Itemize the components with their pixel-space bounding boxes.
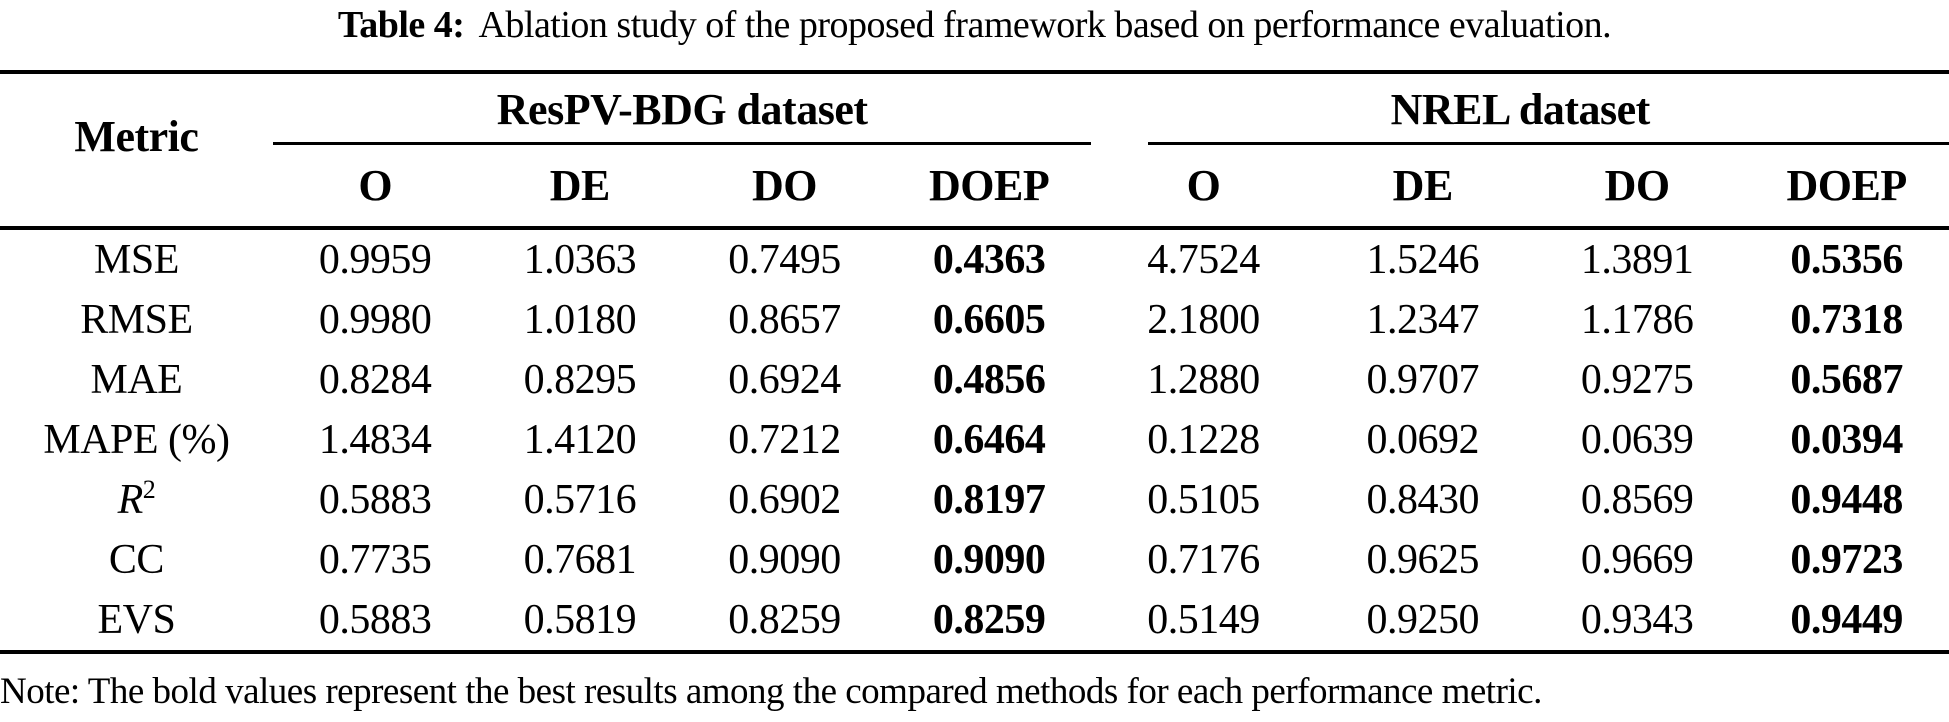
table-row: MAE 0.8284 0.8295 0.6924 0.4856 1.2880 0.9707 0… (0, 350, 1949, 410)
group-header-respv-bdg: ResPV-BDG dataset (272, 72, 1092, 145)
group-header-nrel-label: NREL dataset (1390, 85, 1651, 134)
metric-label: MAE (90, 357, 183, 403)
value-cell: 1.3891 (1580, 237, 1694, 283)
value-cell: 0.9625 (1366, 537, 1479, 583)
metric-label: RMSE (80, 297, 193, 343)
table-caption-text: Ablation study of the proposed framework… (478, 4, 1612, 46)
metric-label: R2 (117, 475, 156, 524)
value-cell: 0.4363 (932, 237, 1046, 283)
value-cell: 0.9448 (1790, 477, 1903, 523)
value-cell: 2.1800 (1147, 297, 1260, 343)
subheader-nrel-doep: DOEP (1744, 145, 1949, 230)
value-cell: 0.9090 (728, 537, 841, 583)
value-cell: 1.0363 (523, 237, 637, 283)
metric-label: MAPE (%) (43, 417, 230, 463)
subheader-row: O DE DO DOEP O DE DO DOEP (0, 145, 1949, 230)
subheader-respv-de: DE (477, 145, 683, 230)
value-cell: 0.4856 (932, 357, 1046, 403)
table-row: RMSE 0.9980 1.0180 0.8657 0.6605 2.1800 1.2347… (0, 290, 1949, 350)
value-cell: 0.7735 (318, 537, 432, 583)
value-cell: 0.9707 (1366, 357, 1479, 403)
value-cell: 0.9669 (1580, 537, 1694, 583)
value-cell: 0.7681 (523, 537, 637, 583)
value-cell: 0.7212 (728, 417, 841, 463)
value-cell: 0.8259 (728, 597, 841, 643)
value-cell: 0.9250 (1366, 597, 1479, 643)
value-cell: 0.0692 (1366, 417, 1479, 463)
value-cell: 0.6902 (728, 477, 841, 523)
value-cell: 0.5883 (318, 477, 432, 523)
value-cell: 0.9980 (318, 297, 432, 343)
value-cell: 0.5819 (523, 597, 637, 643)
group-header-row: Metric ResPV-BDG dataset NREL dataset (0, 72, 1949, 230)
value-cell: 0.5716 (523, 477, 637, 523)
metric-column-header: Metric (0, 72, 273, 230)
value-cell: 0.9449 (1790, 597, 1903, 643)
value-cell: 1.4834 (318, 417, 432, 463)
value-cell: 0.5883 (318, 597, 432, 643)
value-cell: 1.1786 (1580, 297, 1694, 343)
value-cell: 0.6464 (932, 417, 1046, 463)
value-cell: 0.7495 (728, 237, 841, 283)
value-cell: 0.0639 (1580, 417, 1694, 463)
subheader-nrel-do: DO (1529, 145, 1745, 230)
table-note: Note: The bold values represent the best… (0, 671, 1542, 712)
table-row: R2 0.5883 0.5716 0.6902 0.8197 0.5105 0.8430 0.… (0, 470, 1949, 530)
value-cell: 0.1228 (1147, 417, 1260, 463)
table-row: EVS 0.5883 0.5819 0.8259 0.8259 0.5149 0.9250 0… (0, 590, 1949, 652)
metric-label: CC (108, 537, 165, 583)
value-cell: 0.8284 (318, 357, 432, 403)
nrel-span-rule (1148, 142, 1949, 145)
value-cell: 0.0394 (1790, 417, 1903, 463)
value-cell: 0.6924 (728, 357, 841, 403)
value-cell: 0.9959 (318, 237, 432, 283)
respv-span-rule (272, 142, 1092, 145)
group-header-nrel: NREL dataset (1091, 72, 1949, 145)
group-header-respv-bdg-label: ResPV-BDG dataset (496, 85, 868, 134)
subheader-respv-do: DO (682, 145, 887, 230)
value-cell: 0.8197 (932, 477, 1046, 523)
subheader-respv-o: O (272, 145, 478, 230)
table-row: MAPE (%) 1.4834 1.4120 0.7212 0.6464 0.1228 0.… (0, 410, 1949, 470)
table-caption: Table 4: Ablation study of the proposed f… (0, 0, 1949, 70)
value-cell: 1.2347 (1366, 297, 1479, 343)
subheader-nrel-o: O (1091, 145, 1316, 230)
value-cell: 0.5149 (1147, 597, 1260, 643)
value-cell: 0.5105 (1147, 477, 1260, 523)
value-cell: 0.8657 (728, 297, 841, 343)
value-cell: 1.2880 (1147, 357, 1260, 403)
subheader-nrel-de: DE (1315, 145, 1530, 230)
value-cell: 1.5246 (1366, 237, 1479, 283)
value-cell: 0.9723 (1790, 537, 1903, 583)
table-row: MSE 0.9959 1.0363 0.7495 0.4363 4.7524 1.5246 1… (0, 228, 1949, 290)
value-cell: 0.7176 (1147, 537, 1260, 583)
metric-label: EVS (97, 597, 176, 643)
value-cell: 0.5356 (1790, 237, 1903, 283)
table-body: MSE 0.9959 1.0363 0.7495 0.4363 4.7524 1.5246 1… (0, 228, 1949, 652)
value-cell: 0.9090 (932, 537, 1046, 583)
value-cell: 0.9343 (1580, 597, 1694, 643)
value-cell: 0.9275 (1580, 357, 1694, 403)
value-cell: 0.8295 (523, 357, 637, 403)
value-cell: 0.8259 (932, 597, 1046, 643)
value-cell: 4.7524 (1147, 237, 1260, 283)
value-cell: 0.8569 (1580, 477, 1694, 523)
table-caption-label: Table 4: (337, 4, 465, 46)
table-row: CC 0.7735 0.7681 0.9090 0.9090 0.7176 0.9625 0.… (0, 530, 1949, 590)
value-cell: 1.0180 (523, 297, 637, 343)
value-cell: 1.4120 (523, 417, 637, 463)
value-cell: 0.7318 (1790, 297, 1903, 343)
metric-label: MSE (94, 237, 179, 283)
value-cell: 0.8430 (1366, 477, 1479, 523)
subheader-respv-doep: DOEP (886, 145, 1092, 230)
value-cell: 0.5687 (1790, 357, 1903, 403)
value-cell: 0.6605 (932, 297, 1046, 343)
